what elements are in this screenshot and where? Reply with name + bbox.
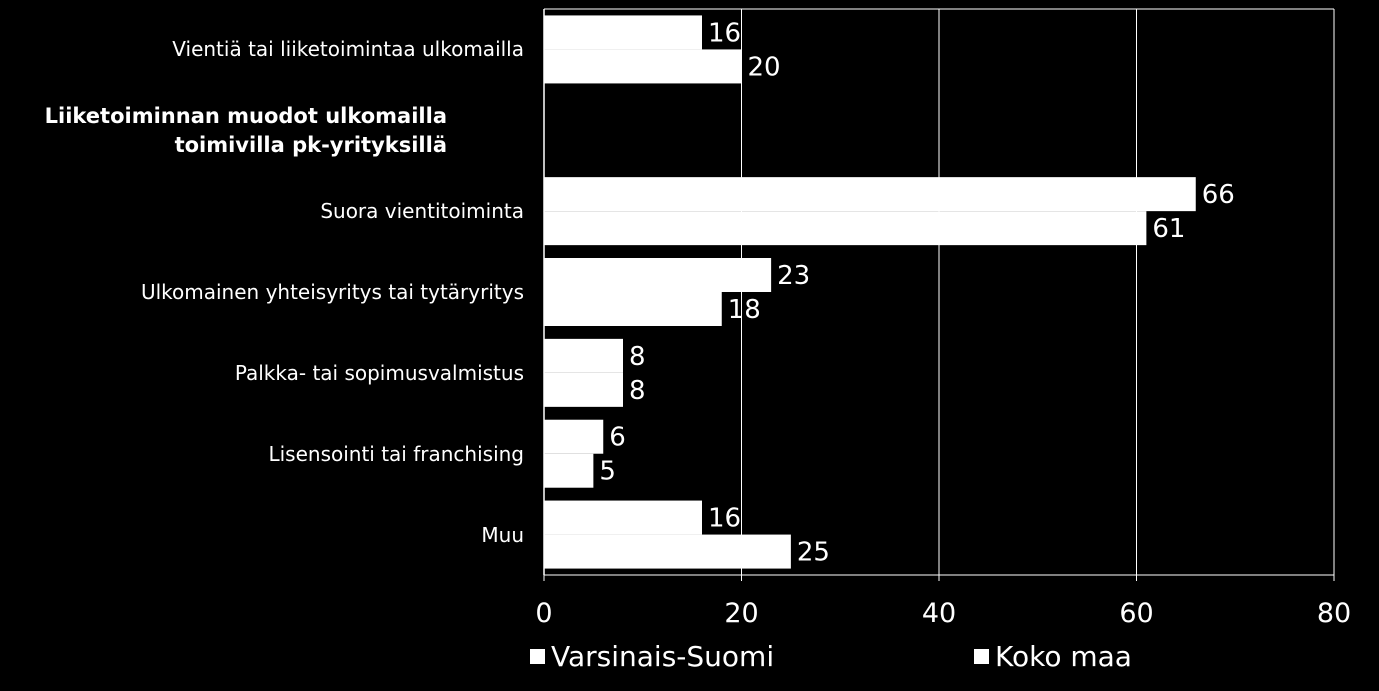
data-label: 23 (777, 261, 810, 291)
x-tick-label: 0 (535, 598, 552, 629)
category-label: Palkka- tai sopimusvalmistus (234, 360, 524, 385)
bar-koko-maa (544, 534, 791, 569)
legend-item-varsinais-suomi: Varsinais-Suomi (530, 640, 774, 673)
bar-koko-maa (544, 211, 1147, 246)
data-label: 8 (629, 342, 646, 372)
bar-varsinais-suomi (544, 15, 702, 50)
data-label: 25 (797, 538, 830, 568)
legend-label: Varsinais-Suomi (551, 640, 775, 673)
category-label: Ulkomainen yhteisyritys tai tytäryritys (140, 280, 524, 304)
category-label: Muu (481, 522, 524, 547)
data-label: 16 (708, 504, 741, 534)
x-tick-label: 20 (724, 598, 758, 629)
legend-item-koko-maa: Koko maa (974, 640, 1132, 673)
bar-koko-maa (544, 292, 722, 326)
category-label: Lisensointi tai franchising (268, 441, 524, 466)
heading-line-2: toimivilla pk-yrityksillä (174, 133, 447, 157)
data-label: 5 (599, 457, 616, 487)
legend-swatch (530, 649, 545, 664)
bar-koko-maa (544, 372, 623, 407)
data-label: 20 (748, 52, 781, 82)
data-label: 61 (1152, 214, 1185, 244)
bar-varsinais-suomi (544, 419, 604, 454)
x-tick-label: 60 (1119, 598, 1153, 629)
legend-label: Koko maa (995, 640, 1132, 673)
x-tick-label: 80 (1317, 598, 1351, 629)
bar-varsinais-suomi (544, 500, 702, 535)
heading-line-1: Liiketoiminnan muodot ulkomailla (44, 104, 447, 128)
data-label: 6 (609, 423, 626, 453)
gridlines (741, 9, 1335, 575)
bar-koko-maa (544, 453, 594, 488)
bars (544, 15, 1196, 569)
data-label: 16 (708, 18, 741, 48)
data-label: 66 (1202, 180, 1235, 210)
category-label: Suora vientitoiminta (320, 199, 524, 224)
bar-varsinais-suomi (544, 177, 1196, 212)
axes: 0 20 40 60 80 (535, 8, 1351, 629)
legend-swatch (974, 649, 989, 664)
bar-varsinais-suomi (544, 338, 623, 373)
x-tick-label: 40 (922, 598, 956, 629)
category-label: Vientiä tai liiketoimintaa ulkomailla (172, 37, 524, 62)
bar-koko-maa (544, 49, 742, 84)
bar-varsinais-suomi (544, 258, 772, 292)
data-label: 8 (629, 376, 646, 406)
data-label: 18 (728, 295, 761, 325)
section-heading: Liiketoiminnan muodot ulkomailla toimivi… (30, 102, 447, 160)
